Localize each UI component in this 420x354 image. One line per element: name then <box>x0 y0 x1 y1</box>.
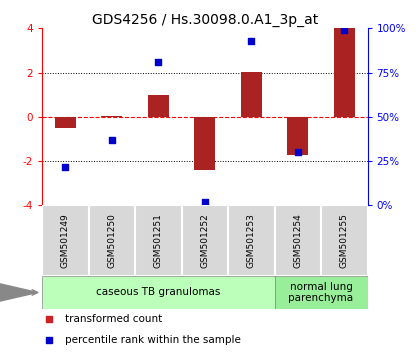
Bar <box>135 205 181 276</box>
Point <box>248 38 255 44</box>
Bar <box>334 28 355 117</box>
Bar <box>148 95 169 117</box>
Text: GSM501254: GSM501254 <box>293 213 302 268</box>
Polygon shape <box>0 283 37 302</box>
Text: GSM501252: GSM501252 <box>200 213 209 268</box>
Bar <box>321 205 368 276</box>
Bar <box>42 205 89 276</box>
Bar <box>181 205 228 276</box>
Text: caseous TB granulomas: caseous TB granulomas <box>96 287 221 297</box>
Point <box>108 137 115 143</box>
Bar <box>194 117 215 170</box>
Bar <box>55 117 76 128</box>
Point <box>294 149 301 155</box>
Point <box>155 59 162 65</box>
Point <box>341 27 348 33</box>
Bar <box>101 116 122 117</box>
Bar <box>42 276 275 309</box>
Text: GSM501251: GSM501251 <box>154 213 163 268</box>
Bar <box>287 117 308 155</box>
Bar <box>275 276 368 309</box>
Text: normal lung
parenchyma: normal lung parenchyma <box>289 282 354 303</box>
Bar <box>89 205 135 276</box>
Bar <box>275 205 321 276</box>
Text: GSM501255: GSM501255 <box>340 213 349 268</box>
Bar <box>228 205 275 276</box>
Bar <box>241 72 262 117</box>
Text: GSM501249: GSM501249 <box>61 213 70 268</box>
Text: percentile rank within the sample: percentile rank within the sample <box>65 335 241 345</box>
Text: GSM501253: GSM501253 <box>247 213 256 268</box>
Title: GDS4256 / Hs.30098.0.A1_3p_at: GDS4256 / Hs.30098.0.A1_3p_at <box>92 13 318 27</box>
Text: GSM501250: GSM501250 <box>107 213 116 268</box>
Point <box>45 316 52 322</box>
Text: transformed count: transformed count <box>65 314 162 324</box>
Point <box>45 337 52 343</box>
Point <box>202 199 208 205</box>
Point <box>62 164 68 169</box>
